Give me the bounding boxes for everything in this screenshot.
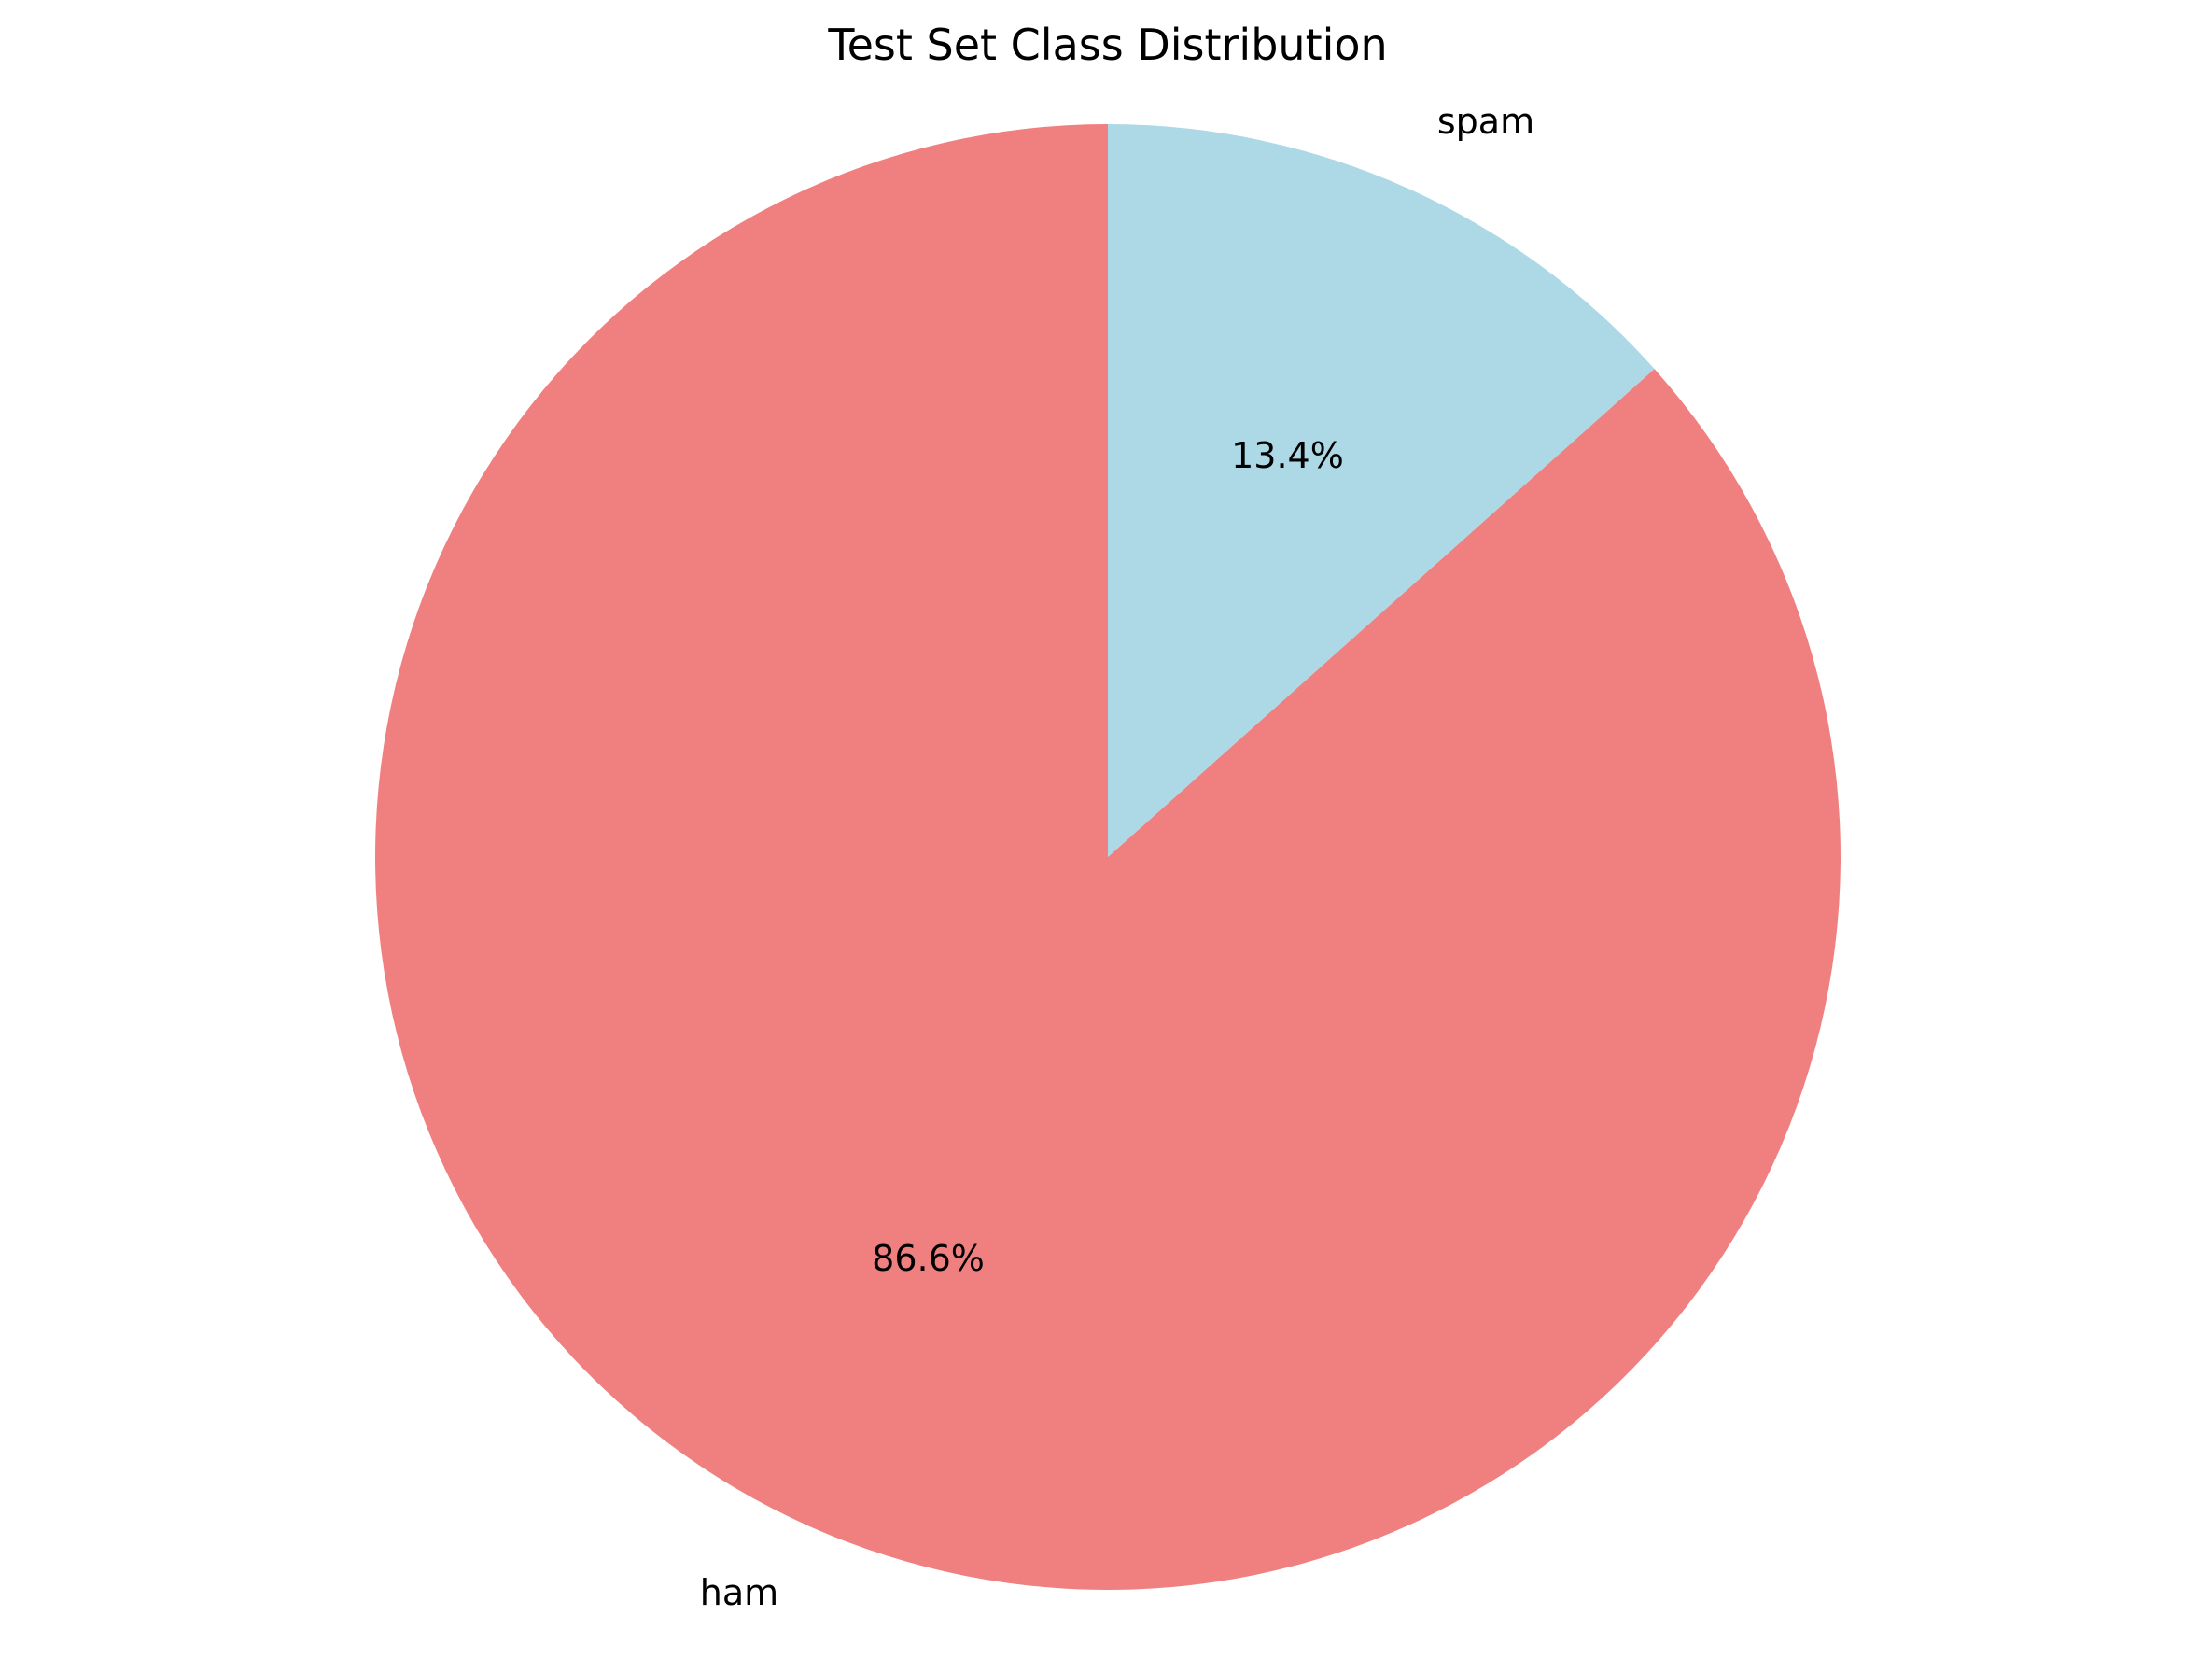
pie-labels: 86.6% ham 13.4% spam xyxy=(700,101,1534,1613)
pie-pct-label-spam: 13.4% xyxy=(1231,435,1344,476)
pie-slices xyxy=(375,124,1841,1590)
pie-pct-label-ham: 86.6% xyxy=(872,1238,985,1279)
pie-category-label-ham: ham xyxy=(700,1572,778,1613)
pie-slice-spam xyxy=(1108,124,1655,857)
chart-title: Test Set Class Distribution xyxy=(827,20,1387,70)
pie-category-label-spam: spam xyxy=(1437,101,1534,142)
